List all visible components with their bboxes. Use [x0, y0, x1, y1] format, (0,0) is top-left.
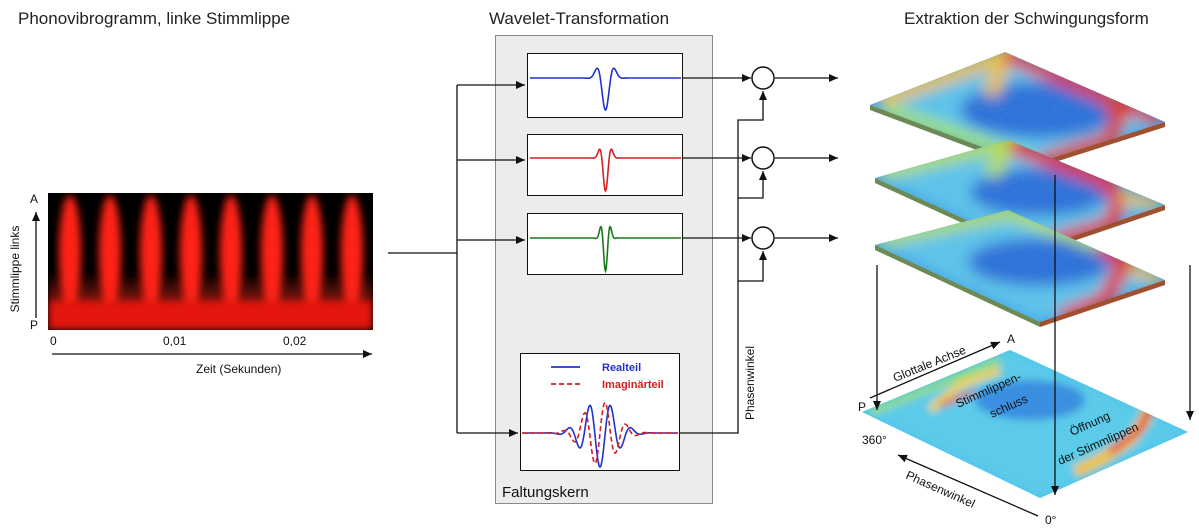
kymogram-column-7: [301, 195, 323, 311]
kymogram-column-4: [180, 195, 202, 311]
flat-phase-map: [862, 350, 1188, 498]
closure-label-2: schluss: [988, 392, 1030, 421]
surface-labels: Glottale Achse A P 360° 0° Phasenwinkel …: [858, 332, 1140, 527]
x-tick-0: 0: [50, 334, 57, 348]
middle-title: Wavelet-Transformation: [489, 9, 670, 28]
kernel-box: [520, 353, 680, 471]
opening-label-1: Öffnung: [1068, 409, 1113, 439]
wavelet-box-blue: [527, 53, 683, 118]
wavelet-box-red: [527, 134, 683, 196]
x-tick-2: 0,02: [283, 334, 307, 348]
multiplier-nodes: [751, 66, 775, 250]
closure-label-1: Stimmlippen-: [954, 369, 1024, 410]
angle-0-label: 0°: [1045, 513, 1057, 527]
x-tick-1: 0,01: [163, 334, 187, 348]
surface-2: [875, 140, 1165, 255]
projection-arrows: [869, 175, 1194, 517]
y-axis-label: Stimmlippe links: [8, 225, 22, 313]
kymogram-column-1: [59, 195, 81, 311]
x-axis-label: Zeit (Sekunden): [196, 362, 282, 376]
kymogram-column-2: [99, 195, 121, 311]
multiplier-node-3: [751, 226, 775, 250]
kymogram-bottom-band: [48, 301, 373, 330]
axis-p-label: P: [858, 400, 866, 414]
multiplier-node-2: [751, 146, 775, 170]
glottal-axis-label: Glottale Achse: [891, 343, 968, 385]
kymogram-column-6: [261, 195, 283, 311]
angle-360-label: 360°: [862, 433, 887, 447]
kymogram-column-5: [220, 195, 242, 311]
right-title: Extraktion der Schwingungsform: [904, 9, 1149, 28]
phase-axis-label: Phasenwinkel: [904, 468, 977, 511]
surface-1: [870, 52, 1165, 170]
kernel-label: Faltungskern: [502, 484, 589, 501]
y-axis-bottom-label: P: [30, 318, 39, 332]
axis-a-label: A: [1007, 332, 1015, 346]
opening-label-2: der Stimmlippen: [1056, 420, 1141, 468]
phonovibrogram-image: [48, 193, 373, 330]
left-title: Phonovibrogramm, linke Stimmlippe: [18, 9, 291, 28]
kymogram-column-3: [140, 195, 162, 311]
surface-3: [875, 210, 1165, 327]
phonovibrogram-svg: [48, 195, 373, 330]
y-axis-top-label: A: [30, 192, 39, 206]
wavelet-box-green: [527, 213, 683, 275]
multiplier-node-1: [751, 66, 775, 90]
kymogram-column-8: [341, 195, 363, 311]
phase-angle-label: Phasenwinkel: [743, 345, 757, 421]
